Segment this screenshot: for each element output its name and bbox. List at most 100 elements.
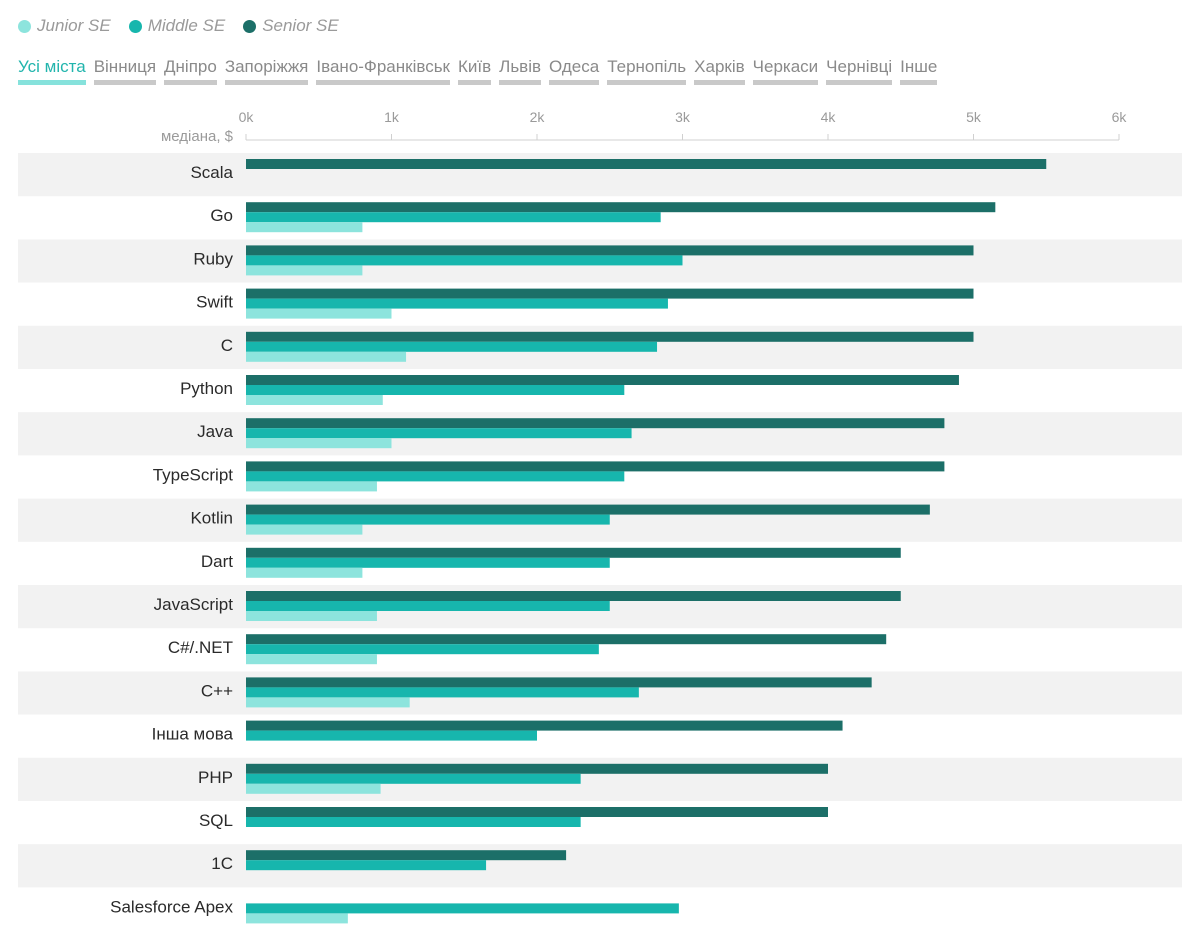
senior-dot-icon — [243, 19, 257, 33]
category-label: JavaScript — [154, 595, 234, 614]
bar-middle-se — [246, 773, 581, 784]
city-tabs: Усі міста Вінниця Дніпро Запоріжжя Івано… — [18, 57, 938, 85]
category-label: Salesforce Apex — [110, 897, 233, 916]
bar-middle-se — [246, 341, 658, 352]
x-tick-label: 6k — [1112, 109, 1128, 125]
bar-middle-se — [246, 255, 683, 266]
bar-senior-se — [246, 591, 901, 601]
tab-ivano-frankivsk[interactable]: Івано-Франківськ — [316, 57, 450, 85]
x-tick-label: 0k — [239, 109, 255, 125]
category-label: Dart — [201, 552, 233, 571]
bar-junior-se — [246, 611, 377, 621]
bar-middle-se — [246, 644, 599, 655]
bar-middle-se — [246, 687, 639, 698]
bar-junior-se — [246, 567, 363, 578]
bar-middle-se — [246, 428, 632, 439]
category-label: Java — [197, 422, 233, 441]
bar-senior-se — [246, 331, 974, 342]
tab-odesa[interactable]: Одеса — [549, 57, 600, 85]
bar-senior-se — [246, 418, 945, 429]
legend-label-senior: Senior SE — [262, 16, 339, 35]
x-tick-label: 1k — [384, 109, 400, 125]
row-band — [18, 844, 1182, 888]
bar-middle-se — [246, 514, 610, 525]
tab-other[interactable]: Інше — [900, 57, 938, 85]
bar-senior-se — [246, 720, 843, 731]
legend-item-middle: Middle SE — [128, 16, 226, 36]
bar-middle-se — [246, 298, 668, 309]
bar-junior-se — [246, 697, 410, 708]
bar-middle-se — [246, 860, 487, 871]
bar-senior-se — [246, 504, 930, 515]
category-label: Go — [210, 206, 233, 225]
bar-middle-se — [246, 385, 625, 395]
bar-junior-se — [246, 654, 377, 665]
legend: Junior SE Middle SE Senior SE — [18, 14, 339, 38]
x-tick-label: 4k — [821, 109, 837, 125]
bar-senior-se — [246, 677, 872, 688]
tab-dnipro[interactable]: Дніпро — [164, 57, 217, 85]
bar-junior-se — [246, 783, 381, 794]
tab-lviv[interactable]: Львів — [499, 57, 542, 85]
bar-middle-se — [246, 730, 537, 741]
category-label: 1С — [211, 854, 233, 873]
tab-kharkiv[interactable]: Харків — [694, 57, 745, 85]
bar-senior-se — [246, 202, 996, 213]
bar-junior-se — [246, 438, 392, 449]
bar-middle-se — [246, 817, 581, 827]
category-label: Scala — [190, 163, 233, 182]
bar-senior-se — [246, 547, 901, 558]
bar-senior-se — [246, 288, 974, 299]
middle-dot-icon — [128, 19, 142, 33]
x-tick-label: 2k — [530, 109, 546, 125]
bar-middle-se — [246, 601, 610, 611]
tab-chernivtsi[interactable]: Чернівці — [826, 57, 893, 85]
category-label: Python — [180, 379, 233, 398]
bar-senior-se — [246, 634, 887, 645]
bar-senior-se — [246, 807, 828, 817]
legend-item-senior: Senior SE — [243, 16, 339, 36]
bar-senior-se — [246, 763, 828, 774]
bar-junior-se — [246, 351, 407, 362]
bar-senior-se — [246, 850, 567, 861]
tab-all-cities[interactable]: Усі міста — [18, 57, 86, 85]
category-label: Kotlin — [190, 509, 233, 528]
bar-senior-se — [246, 375, 959, 385]
bar-junior-se — [246, 913, 348, 924]
legend-item-junior: Junior SE — [18, 16, 111, 36]
category-label: TypeScript — [153, 465, 234, 484]
category-label: Ruby — [193, 249, 233, 268]
tab-zaporizhzhia[interactable]: Запоріжжя — [224, 57, 309, 85]
bar-middle-se — [246, 903, 679, 914]
bar-senior-se — [246, 159, 1047, 169]
bar-senior-se — [246, 245, 974, 256]
y-axis-title: медіана, $ — [161, 128, 234, 145]
bar-junior-se — [246, 395, 383, 405]
category-label: Інша мова — [152, 725, 234, 744]
x-tick-label: 3k — [675, 109, 691, 125]
bar-junior-se — [246, 265, 363, 276]
category-label: SQL — [199, 811, 233, 830]
category-label: Swift — [196, 293, 233, 312]
legend-label-middle: Middle SE — [147, 16, 226, 35]
bar-junior-se — [246, 524, 363, 535]
bar-junior-se — [246, 222, 363, 233]
tab-cherkasy[interactable]: Черкаси — [752, 57, 819, 85]
bar-junior-se — [246, 481, 377, 492]
junior-dot-icon — [18, 19, 31, 33]
bar-middle-se — [246, 212, 661, 223]
bar-senior-se — [246, 461, 945, 472]
category-label: C#/.NET — [168, 638, 233, 657]
category-label: C++ — [201, 681, 233, 700]
category-label: C — [221, 336, 233, 355]
bar-middle-se — [246, 557, 610, 568]
bar-junior-se — [246, 308, 392, 319]
bar-middle-se — [246, 471, 625, 482]
x-tick-label: 5k — [966, 109, 982, 125]
category-label: PHP — [198, 768, 233, 787]
legend-label-junior: Junior SE — [37, 16, 111, 35]
tab-vinnytsia[interactable]: Вінниця — [93, 57, 157, 85]
tab-ternopil[interactable]: Тернопіль — [607, 57, 687, 85]
tab-kyiv[interactable]: Київ — [458, 57, 492, 85]
